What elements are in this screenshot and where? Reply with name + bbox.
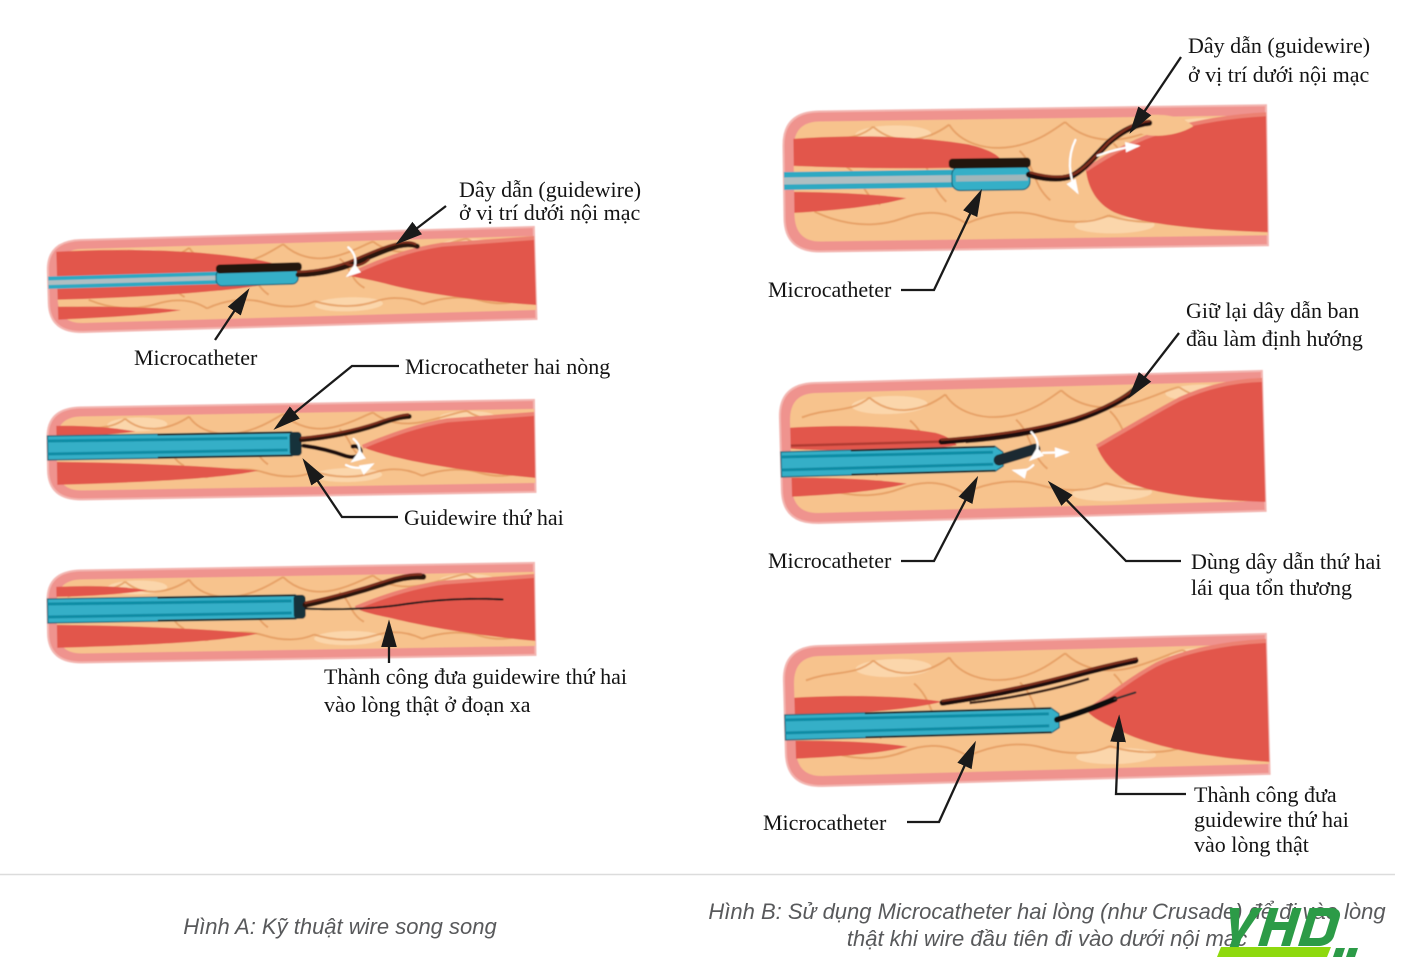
svg-text:Microcatheter hai nòng: Microcatheter hai nòng [405, 354, 610, 379]
svg-text:ở vị trí dưới nội mạc: ở vị trí dưới nội mạc [459, 200, 640, 225]
svg-text:Guidewire thứ hai: Guidewire thứ hai [404, 505, 564, 530]
svg-text:Microcatheter: Microcatheter [134, 345, 258, 370]
svg-text:Microcatheter: Microcatheter [763, 810, 887, 835]
svg-text:Dây dẫn (guidewire): Dây dẫn (guidewire) [459, 177, 641, 202]
svg-text:vào lòng thật: vào lòng thật [1194, 832, 1309, 857]
svg-text:Thành công đưa: Thành công đưa [1194, 782, 1337, 807]
svg-text:đầu làm định hướng: đầu làm định hướng [1186, 326, 1363, 351]
svg-text:Microcatheter: Microcatheter [768, 277, 892, 302]
svg-text:Hình A: Kỹ thuật wire song son: Hình A: Kỹ thuật wire song song [183, 914, 497, 939]
svg-text:lái qua tổn thương: lái qua tổn thương [1191, 575, 1352, 600]
svg-text:Microcatheter: Microcatheter [768, 548, 892, 573]
svg-text:thật khi wire đầu tiên đi vào: thật khi wire đầu tiên đi vào dưới nội m… [847, 926, 1247, 951]
svg-text:Giữ lại dây dẫn ban: Giữ lại dây dẫn ban [1186, 298, 1359, 323]
svg-text:Dùng dây dẫn thứ hai: Dùng dây dẫn thứ hai [1191, 549, 1381, 574]
svg-text:ở vị trí dưới nội mạc: ở vị trí dưới nội mạc [1188, 62, 1369, 87]
svg-text:Thành công đưa guidewire thứ h: Thành công đưa guidewire thứ hai [324, 664, 627, 689]
svg-text:Hình B: Sử dụng Microcatheter: Hình B: Sử dụng Microcatheter hai lòng (… [708, 899, 1386, 924]
svg-text:Dây dẫn (guidewire): Dây dẫn (guidewire) [1188, 33, 1370, 58]
svg-text:guidewire thứ hai: guidewire thứ hai [1194, 807, 1349, 832]
svg-text:vào lòng thật ở đoạn xa: vào lòng thật ở đoạn xa [324, 692, 531, 717]
